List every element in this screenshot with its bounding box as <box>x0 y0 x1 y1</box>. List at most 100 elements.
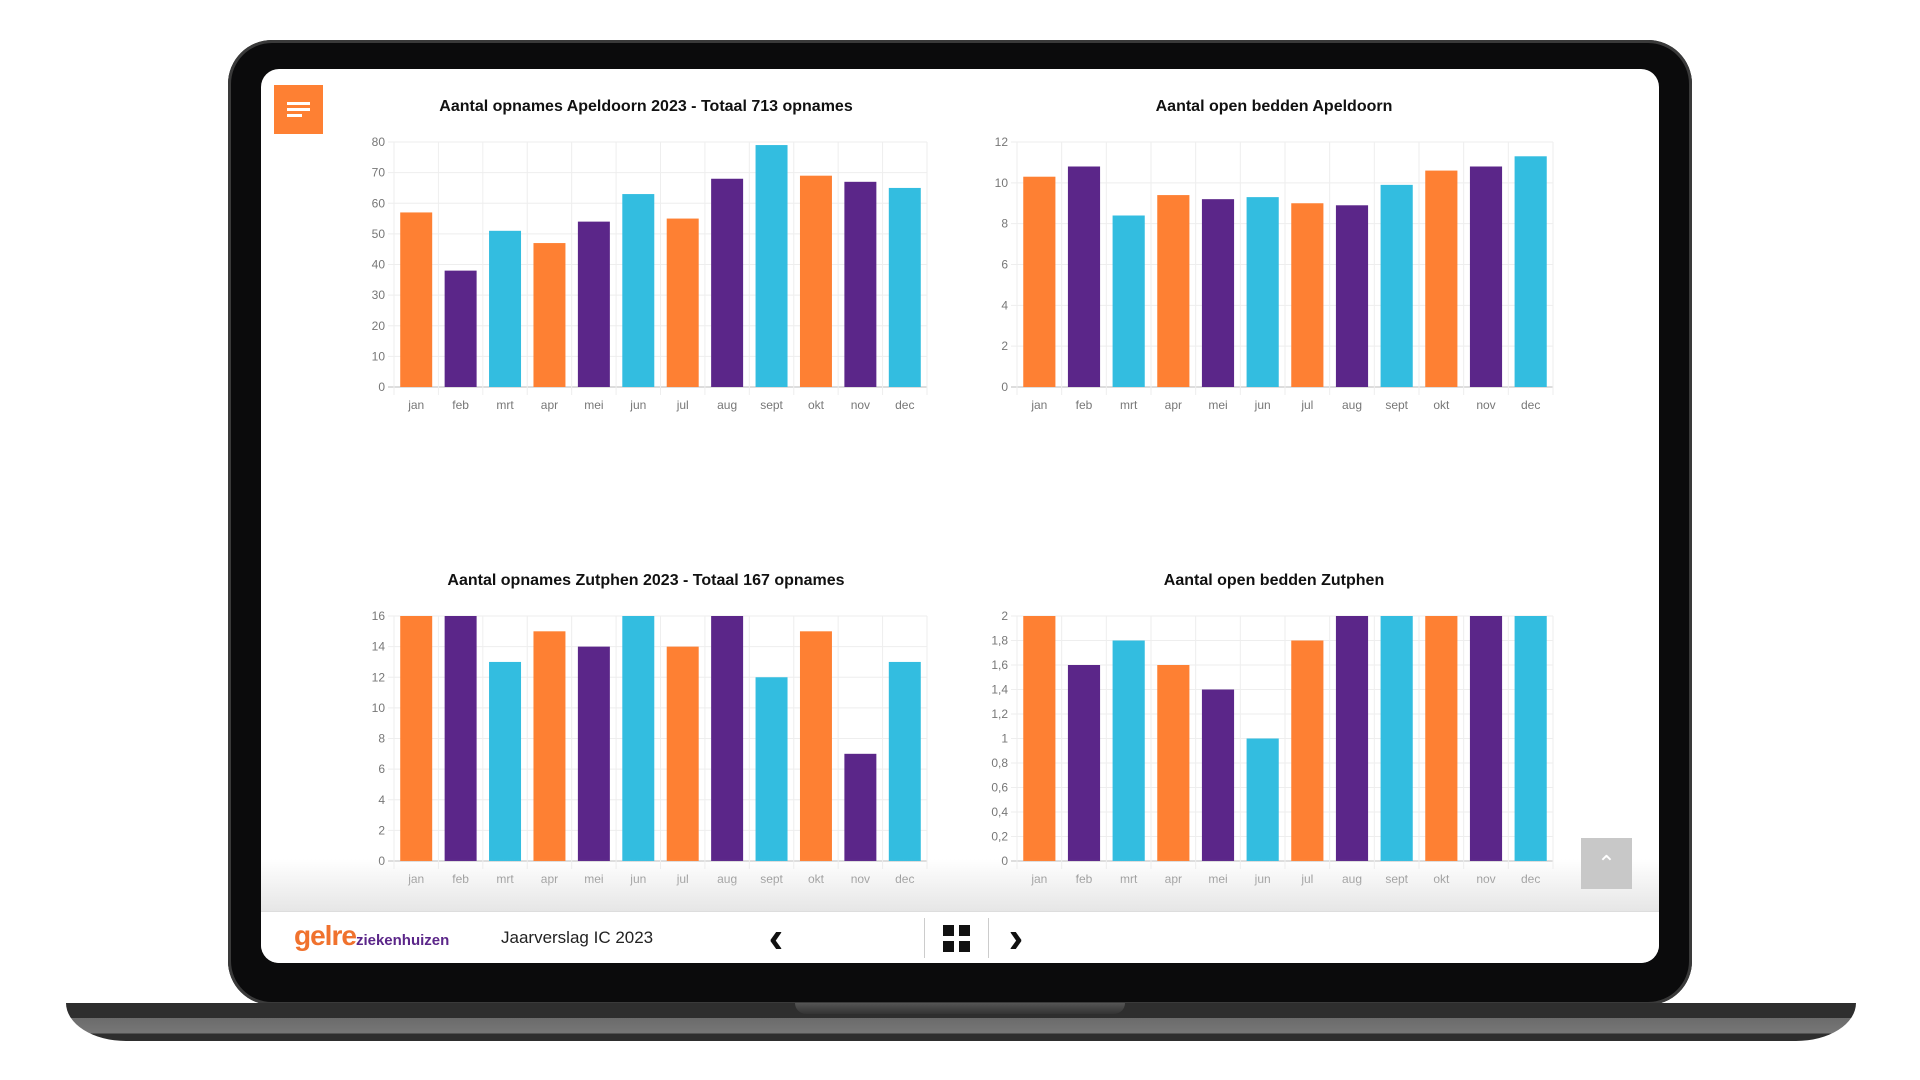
bar-aug <box>711 178 744 387</box>
bar-aug <box>1335 205 1369 387</box>
bar-jan <box>1023 616 1056 861</box>
y-tick-label: 0 <box>1001 380 1008 394</box>
y-tick-label: 14 <box>372 640 386 654</box>
bar-mei <box>1201 689 1235 861</box>
bar-nov <box>1469 166 1503 387</box>
bar-nov <box>1469 616 1503 861</box>
x-tick-label: sept <box>1385 398 1408 412</box>
bar-sept <box>755 677 788 861</box>
y-tick-label: 1,4 <box>991 683 1008 697</box>
chart-bedden-zutphen: 00,20,40,60,811,21,41,61,82janfebmrtaprm… <box>991 609 1554 886</box>
y-tick-label: 8 <box>378 732 385 746</box>
overview-button[interactable] <box>925 912 988 963</box>
logo-sub: ziekenhuizen <box>355 932 450 949</box>
y-tick-label: 1 <box>1001 732 1008 746</box>
bar-okt <box>1425 616 1458 861</box>
hamburger-icon-line <box>287 114 302 117</box>
y-tick-label: 40 <box>372 258 386 272</box>
bar-apr <box>1157 195 1190 387</box>
x-tick-label: jun <box>629 398 646 412</box>
footer-fade <box>261 859 1659 911</box>
y-tick-label: 12 <box>995 135 1009 149</box>
footer-bar: gelreziekenhuizen Jaarverslag IC 2023 ‹ … <box>261 911 1659 963</box>
x-tick-label: jun <box>1254 398 1271 412</box>
y-tick-label: 12 <box>372 670 386 684</box>
menu-button[interactable] <box>274 85 323 134</box>
x-tick-label: aug <box>717 398 737 412</box>
bar-okt <box>1425 170 1458 387</box>
y-tick-label: 0,2 <box>991 830 1008 844</box>
bar-mrt <box>1112 640 1145 861</box>
chart-title-bedden-apeldoorn: Aantal open bedden Apeldoorn <box>1155 98 1393 115</box>
bar-mei <box>1201 199 1235 387</box>
bar-jan <box>400 212 433 387</box>
y-tick-label: 1,8 <box>991 634 1008 648</box>
next-page-button[interactable]: › <box>991 912 1041 963</box>
bar-feb <box>444 616 477 861</box>
y-tick-label: 60 <box>372 196 386 210</box>
y-tick-label: 1,2 <box>991 707 1008 721</box>
y-tick-label: 8 <box>1001 217 1008 231</box>
bar-okt <box>799 175 832 387</box>
bar-jul <box>1291 640 1324 861</box>
x-tick-label: feb <box>452 398 469 412</box>
chevron-left-icon: ‹ <box>768 913 784 962</box>
nav-divider <box>988 918 989 958</box>
document-title: Jaarverslag IC 2023 <box>501 928 654 947</box>
bar-jul <box>666 218 699 387</box>
hamburger-icon-line <box>287 108 310 111</box>
y-tick-label: 16 <box>372 609 386 623</box>
bar-mrt <box>489 661 522 861</box>
scroll-top-button[interactable]: ⌃ <box>1581 838 1632 889</box>
x-tick-label: jan <box>407 398 424 412</box>
chart-bedden-apeldoorn: 0 2 4 6 8 10 12 jan feb mrt apr mei jun jul aug sept okt… <box>995 135 1554 412</box>
chevron-up-icon: ⌃ <box>1597 850 1616 876</box>
bar-mrt <box>1112 215 1145 387</box>
bar-apr <box>533 243 566 387</box>
bar-apr <box>533 631 566 861</box>
x-tick-label: mrt <box>1120 398 1138 412</box>
bar-jul <box>1291 203 1324 387</box>
x-tick-label: nov <box>1476 398 1495 412</box>
previous-page-button[interactable]: ‹ <box>751 912 801 963</box>
y-tick-label: 6 <box>378 762 385 776</box>
x-tick-label: jan <box>1030 398 1047 412</box>
x-tick-label: dec <box>895 398 914 412</box>
bar-mei <box>577 646 610 861</box>
bar-jul <box>666 646 699 861</box>
bar-sept <box>755 145 788 387</box>
y-tick-label: 2 <box>1001 339 1008 353</box>
x-tick-label: apr <box>1165 398 1182 412</box>
x-tick-label: apr <box>541 398 558 412</box>
bar-jun <box>1246 197 1279 387</box>
bar-dec <box>888 187 921 387</box>
gelre-logo[interactable]: gelreziekenhuizen <box>294 920 449 952</box>
bar-jan <box>400 616 433 861</box>
bar-sept <box>1380 616 1413 861</box>
bar-okt <box>799 631 832 861</box>
x-tick-label: okt <box>1433 398 1450 412</box>
y-tick-label: 0,6 <box>991 781 1008 795</box>
x-tick-label: okt <box>808 398 825 412</box>
y-tick-label: 10 <box>995 176 1009 190</box>
y-tick-label: 30 <box>372 288 386 302</box>
y-tick-label: 1,6 <box>991 658 1008 672</box>
bar-apr <box>1157 665 1190 861</box>
chart-title-opnames-apeldoorn: Aantal opnames Apeldoorn 2023 - Totaal 7… <box>439 98 853 115</box>
chart-title-bedden-zutphen: Aantal open bedden Zutphen <box>1163 572 1385 589</box>
y-tick-label: 0,4 <box>991 805 1008 819</box>
x-tick-label: nov <box>851 398 870 412</box>
chevron-right-icon: › <box>1008 913 1024 962</box>
x-tick-label: feb <box>1076 398 1093 412</box>
bar-jun <box>1246 738 1279 861</box>
y-tick-label: 0,8 <box>991 756 1008 770</box>
x-tick-label: mei <box>584 398 603 412</box>
logo-main: gelre <box>294 920 357 951</box>
bar-feb <box>1067 166 1101 387</box>
bar-jun <box>622 616 655 861</box>
bar-aug <box>1335 616 1369 861</box>
y-tick-label: 50 <box>372 227 386 241</box>
bar-feb <box>1067 665 1101 861</box>
bar-nov <box>844 181 877 387</box>
x-tick-label: mrt <box>496 398 514 412</box>
